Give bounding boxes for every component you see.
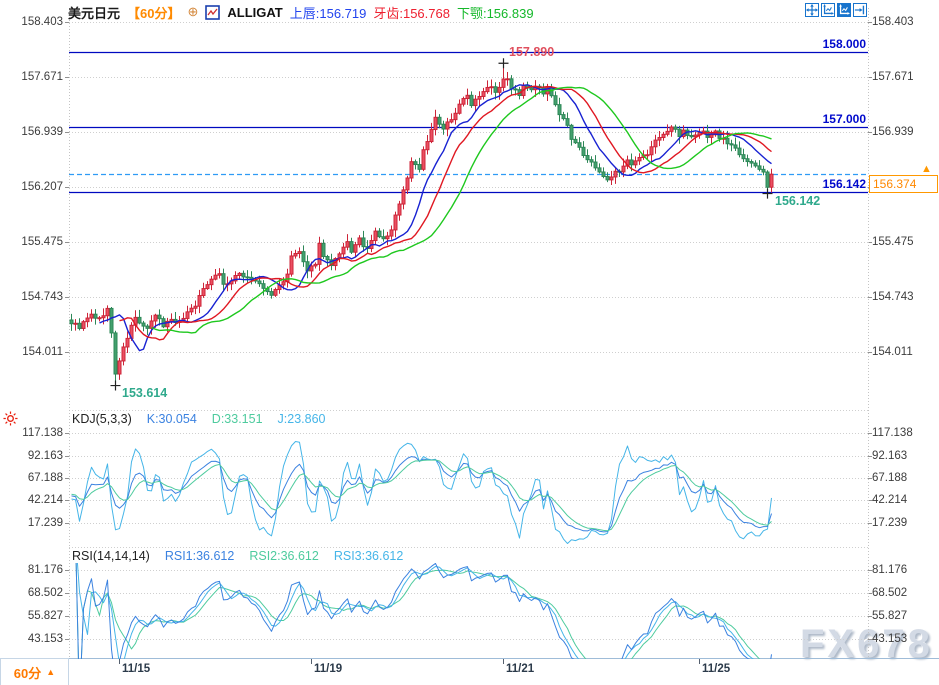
kdj-axis-left-label: 42.214 — [27, 494, 63, 507]
indicator-chart-icon — [205, 4, 221, 20]
indicator-name: ALLIGAT — [227, 4, 283, 20]
timeframe-label: 【60分】 — [127, 5, 181, 21]
level-price-label: 158.000 — [822, 36, 866, 51]
arrow-exit-right-icon — [854, 5, 865, 15]
date-axis-label: 11/25 — [702, 663, 731, 675]
axes-auto-icon — [839, 4, 850, 15]
main-axis-right-label: 155.475 — [872, 235, 914, 248]
current-price-tag: 156.374 — [869, 175, 938, 194]
kdj-j-value: J:23.860 — [277, 412, 326, 426]
rsi3-value: RSI3:36.612 — [333, 549, 404, 563]
recent-low-annotation: 156.142 — [775, 193, 821, 208]
main-axis-left-label: 155.475 — [21, 235, 63, 248]
auto-scale-button[interactable] — [837, 3, 851, 17]
main-axis-left-label: 158.403 — [21, 15, 63, 28]
main-axis-left-label: 154.011 — [22, 345, 63, 358]
rsi1-value: RSI1:36.612 — [164, 549, 235, 563]
chart-toolbar — [805, 3, 867, 17]
collapse-toggle-icon[interactable]: ⊕ — [187, 4, 199, 19]
rsi-axis-right-label: 55.827 — [872, 610, 908, 622]
fit-scale-button[interactable] — [821, 3, 835, 17]
main-axis-left-label: 156.939 — [21, 125, 63, 138]
main-axis-left-label: 154.743 — [21, 290, 63, 303]
kdj-axis-left-label: 92.163 — [27, 449, 63, 462]
kdj-k-value: K:30.054 — [146, 412, 197, 426]
rsi-axis-right-label: 43.153 — [872, 633, 908, 645]
level-price-label: 157.000 — [822, 112, 866, 127]
main-axis-right-label: 158.403 — [872, 15, 914, 28]
kdj-title: KDJ(5,3,3) — [72, 412, 132, 426]
high-price-annotation: 157.890 — [509, 45, 555, 60]
alligator-lips-value: 上唇:156.719 — [289, 5, 367, 21]
rsi-axis-left-label: 43.153 — [27, 633, 63, 645]
chart-header: 美元日元 【60分】 ⊕ ALLIGAT 上唇:156.719 牙齿:156.7… — [68, 3, 534, 21]
rsi-axis-left-label: 55.827 — [27, 610, 63, 622]
rsi-header: RSI(14,14,14) RSI1:36.612 RSI2:36.612 RS… — [72, 549, 403, 563]
timeframe-value: 60分 — [13, 665, 42, 681]
rsi-axis-right-label: 68.502 — [872, 587, 908, 599]
kdj-axis-left-label: 117.138 — [22, 427, 63, 439]
rsi-title: RSI(14,14,14) — [72, 549, 150, 563]
kdj-axis-left-label: 17.239 — [27, 516, 63, 529]
kdj-axis-left-label: 67.188 — [27, 472, 63, 484]
main-axis-left-label: 157.671 — [21, 70, 63, 83]
main-axis-right-label: 154.011 — [872, 345, 913, 358]
symbol-title: 美元日元 — [68, 5, 121, 21]
indicator-settings-sun-icon[interactable] — [3, 411, 18, 426]
kdj-axis-right-label: 42.214 — [872, 494, 908, 507]
alligator-teeth-value: 牙齿:156.768 — [373, 5, 450, 21]
kdj-axis-right-label: 117.138 — [872, 427, 913, 439]
level-price-label: 156.142 — [822, 176, 866, 191]
rsi-axis-right-label: 81.176 — [872, 564, 908, 576]
price-tag-arrow-icon[interactable]: ▲ — [921, 163, 932, 176]
main-axis-right-label: 154.743 — [872, 290, 914, 303]
kdj-axis-right-label: 17.239 — [872, 516, 908, 529]
low-price-annotation: 153.614 — [122, 385, 168, 400]
date-axis-label: 11/19 — [314, 663, 343, 675]
crosshair-icon — [806, 4, 818, 16]
axes-fit-icon — [823, 4, 834, 15]
rsi2-value: RSI2:36.612 — [249, 549, 319, 563]
date-axis-label: 11/21 — [506, 663, 535, 675]
crosshair-button[interactable] — [805, 3, 819, 17]
date-axis-label: 11/15 — [122, 663, 151, 675]
timeframe-up-arrow-icon: ▲ — [46, 667, 56, 677]
main-axis-right-label: 157.671 — [872, 70, 914, 83]
rsi-axis-left-label: 81.176 — [27, 564, 63, 576]
kdj-axis-right-label: 67.188 — [872, 472, 908, 484]
alligator-jaw-value: 下颚:156.839 — [456, 5, 534, 21]
kdj-header: KDJ(5,3,3) K:30.054 D:33.151 J:23.860 — [72, 412, 326, 426]
main-axis-left-label: 156.207 — [21, 180, 63, 193]
timeframe-selector[interactable]: 60分 ▲ — [0, 658, 69, 685]
main-axis-right-label: 156.939 — [872, 125, 914, 138]
kdj-d-value: D:33.151 — [211, 412, 263, 426]
scroll-latest-button[interactable] — [853, 3, 867, 17]
rsi-axis-left-label: 68.502 — [27, 587, 63, 599]
kdj-axis-right-label: 92.163 — [872, 449, 908, 462]
